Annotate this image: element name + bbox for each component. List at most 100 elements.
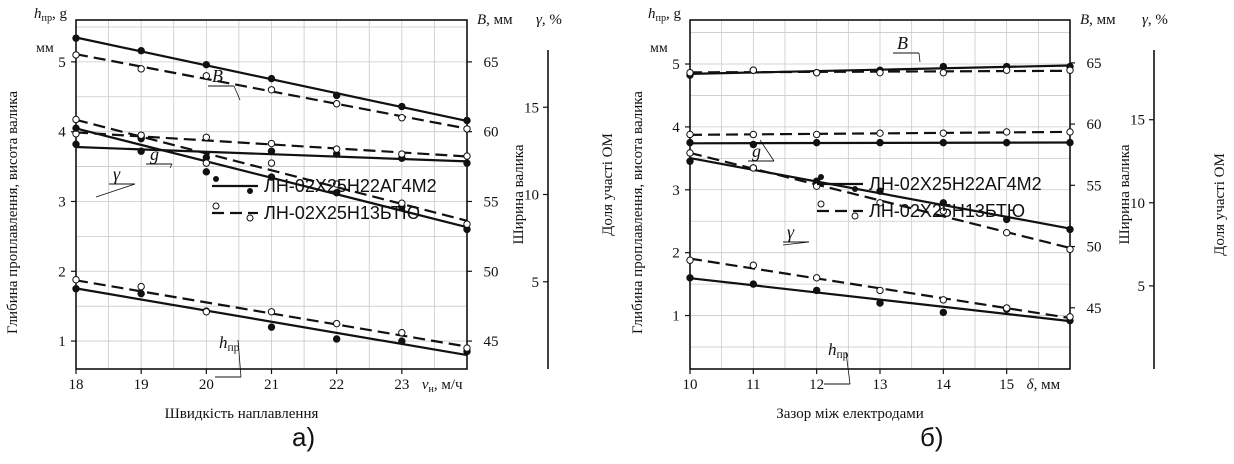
p2-mid-tick-label: 50 bbox=[1087, 240, 1102, 256]
p2-data-point-g-open bbox=[877, 130, 883, 136]
p2-x-tick-label: 10 bbox=[683, 377, 698, 393]
p1-data-point-g-open bbox=[399, 151, 405, 157]
p2-data-point-B-open bbox=[813, 69, 819, 75]
p1-data-point-hпр-open bbox=[203, 309, 209, 315]
p2-left-tick-label: 4 bbox=[672, 120, 680, 136]
p1-legend-marker-filled bbox=[247, 188, 253, 194]
p2-data-point-B-open bbox=[687, 69, 693, 75]
p2-left-unit-mm: мм bbox=[650, 41, 668, 56]
p2-data-point-g-filled bbox=[877, 139, 883, 145]
p1-legend-marker-open bbox=[247, 215, 253, 221]
p2-legend-label-1: ЛН-02Х25Н22АГ4М2 bbox=[869, 174, 1042, 194]
p2-data-point-g-filled bbox=[687, 139, 693, 145]
p1-data-point-g-filled bbox=[268, 148, 274, 154]
p1-data-point-hпр-open bbox=[333, 320, 339, 326]
p1-data-point-B-open bbox=[203, 73, 209, 79]
p1-data-point-hпр-open bbox=[73, 276, 79, 282]
p1-data-point-B-open bbox=[268, 87, 274, 93]
p1-data-point-B-filled bbox=[203, 61, 209, 67]
p1-data-point-γ-open bbox=[203, 160, 209, 166]
p1-x-axis-label: Швидкість наплавлення bbox=[165, 406, 319, 422]
p2-right-tick-label: 15 bbox=[1130, 113, 1145, 129]
p1-data-point-γ-open bbox=[464, 221, 470, 227]
p1-left-tick-label: 4 bbox=[58, 125, 66, 141]
p2-x-tick-label: 15 bbox=[999, 377, 1014, 393]
p1-data-point-γ-open bbox=[268, 160, 274, 166]
p1-left-unit-top: hпр, g bbox=[34, 6, 68, 24]
p2-data-point-g-open bbox=[813, 131, 819, 137]
p1-mid-tick-label: 60 bbox=[484, 125, 499, 141]
p1-data-point-γ-open bbox=[73, 116, 79, 122]
p1-x-tick-label: 22 bbox=[329, 377, 344, 393]
p2-x-tick-label: 14 bbox=[936, 377, 952, 393]
p2-data-point-B-open bbox=[940, 69, 946, 75]
p2-data-point-γ-open bbox=[750, 165, 756, 171]
p1-data-point-B-open bbox=[73, 52, 79, 58]
p2-legend-marker-open bbox=[852, 213, 858, 219]
p2-data-point-hпр-open bbox=[1003, 305, 1009, 311]
p2-data-point-g-open bbox=[1003, 129, 1009, 135]
p2-data-point-γ-open bbox=[1003, 230, 1009, 236]
p2-curve-label-g: g bbox=[752, 141, 761, 161]
p1-data-point-γ-filled bbox=[73, 125, 79, 131]
p1-data-point-B-filled bbox=[464, 117, 470, 123]
p2-data-point-B-filled bbox=[940, 63, 946, 69]
p2-data-point-g-open bbox=[750, 131, 756, 137]
p1-data-point-B-open bbox=[464, 126, 470, 132]
p1-right-tick-label: 10 bbox=[524, 188, 539, 204]
p1-legend-marker-open bbox=[213, 203, 219, 209]
p2-data-point-hпр-filled bbox=[940, 309, 946, 315]
p1-x-tick-label: 19 bbox=[134, 377, 149, 393]
p1-data-point-B-open bbox=[399, 115, 405, 121]
p1-left-tick-label: 5 bbox=[58, 55, 66, 71]
p2-right-tick-label: 5 bbox=[1138, 279, 1146, 295]
p2-data-point-g-filled bbox=[813, 139, 819, 145]
p2-data-point-γ-filled bbox=[1067, 226, 1073, 232]
p2-data-point-hпр-filled bbox=[687, 275, 693, 281]
p2-curve-label-B: B bbox=[897, 33, 908, 53]
p1-data-point-g-filled bbox=[73, 141, 79, 147]
p2-curve-label-leader bbox=[919, 53, 920, 62]
p2-data-point-γ-filled bbox=[687, 158, 693, 164]
p2-curve-label-gamma: γ bbox=[787, 222, 795, 242]
p1-x-tick-label: 18 bbox=[69, 377, 84, 393]
p1-left-axis-label: Глибина проплавлення, висота валика bbox=[5, 91, 21, 334]
p1-data-point-B-filled bbox=[268, 75, 274, 81]
p2-data-point-hпр-filled bbox=[813, 287, 819, 293]
p1-data-point-γ-filled bbox=[203, 169, 209, 175]
p2-mid-tick-label: 65 bbox=[1087, 56, 1102, 72]
p1-left-unit-mm: мм bbox=[36, 41, 54, 56]
p2-x-unit-label: δ, мм bbox=[1027, 377, 1061, 393]
p1-data-point-g-open bbox=[203, 134, 209, 140]
p2-data-point-g-open bbox=[1067, 129, 1073, 135]
p2-data-point-hпр-filled bbox=[877, 300, 883, 306]
p1-data-point-γ-open bbox=[138, 132, 144, 138]
p1-legend-label-1: ЛН-02Х25Н22АГ4М2 bbox=[264, 176, 437, 196]
p1-right-tick-label: 5 bbox=[532, 275, 540, 291]
p1-x-tick-label: 20 bbox=[199, 377, 214, 393]
p1-data-point-hпр-filled bbox=[333, 336, 339, 342]
p2-left-tick-label: 3 bbox=[672, 183, 680, 199]
caption-a: а) bbox=[292, 422, 315, 453]
p1-curve-label-leader bbox=[238, 340, 241, 377]
p2-data-point-hпр-open bbox=[687, 257, 693, 263]
p1-data-point-B-filled bbox=[333, 92, 339, 98]
p1-data-point-g-filled bbox=[138, 148, 144, 154]
p2-legend-marker-filled bbox=[818, 174, 824, 180]
p2-data-point-B-open bbox=[1003, 67, 1009, 73]
p2-data-point-hпр-open bbox=[750, 262, 756, 268]
p2-legend-marker-filled bbox=[852, 186, 858, 192]
p1-data-point-hпр-open bbox=[268, 309, 274, 315]
p1-data-point-hпр-filled bbox=[399, 338, 405, 344]
p1-data-point-B-filled bbox=[73, 35, 79, 41]
p1-mid-tick-label: 55 bbox=[484, 194, 499, 210]
p2-data-point-g-filled bbox=[1003, 139, 1009, 145]
p2-left-tick-label: 2 bbox=[672, 246, 680, 262]
p2-right-tick-label: 10 bbox=[1130, 196, 1145, 212]
p1-data-point-g-filled bbox=[464, 160, 470, 166]
p1-data-point-hпр-open bbox=[399, 330, 405, 336]
p2-data-point-g-filled bbox=[1067, 139, 1073, 145]
p1-mid-unit-top: B, мм bbox=[477, 12, 513, 28]
p1-x-tick-label: 21 bbox=[264, 377, 279, 393]
